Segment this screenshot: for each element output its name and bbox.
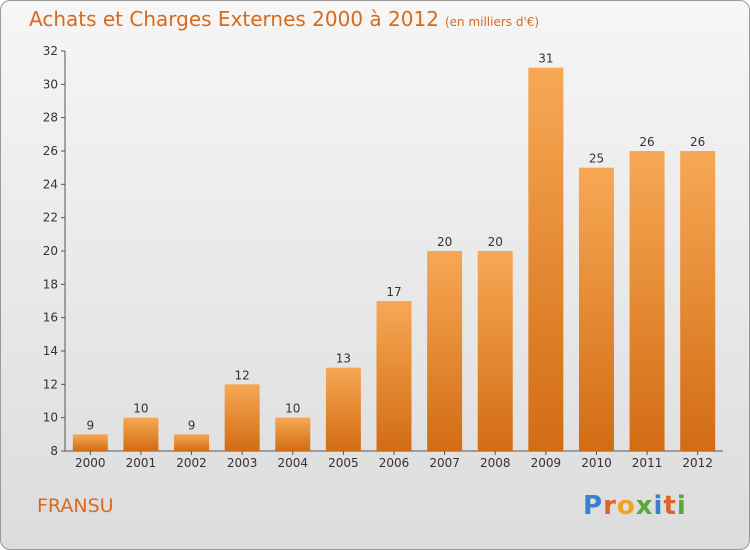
logo-letter: t <box>663 491 677 521</box>
bar <box>72 434 108 451</box>
chart-axes: 8 10 12 14 16 18 20 22 24 26 28 30 32 2000 2001 2002 200… <box>43 44 723 470</box>
x-tick-label: 2006 <box>379 456 410 470</box>
logo-letter: i <box>676 491 687 521</box>
logo-letter: r <box>603 491 617 521</box>
y-tick-label: 20 <box>43 244 58 258</box>
y-tick-label: 24 <box>43 177 58 191</box>
x-tick-label: 2010 <box>581 456 612 470</box>
y-tick-label: 32 <box>43 44 58 58</box>
x-tick-label: 2004 <box>277 456 308 470</box>
bar-value-label: 9 <box>86 418 94 432</box>
bar-value-label: 10 <box>285 402 300 416</box>
bar <box>224 384 260 451</box>
bar-value-label: 9 <box>188 418 196 432</box>
x-tick-label: 2000 <box>75 456 106 470</box>
bar-value-label: 26 <box>639 135 654 149</box>
y-tick-label: 22 <box>43 211 58 225</box>
x-tick-label: 2002 <box>176 456 207 470</box>
chart-subtitle: (en milliers d'€) <box>444 15 540 29</box>
logo-letter: x <box>635 491 654 521</box>
bar-value-label: 25 <box>589 152 604 166</box>
bar <box>275 417 311 451</box>
bar <box>680 151 716 451</box>
bar <box>325 367 361 451</box>
bar <box>376 301 412 451</box>
y-tick-label: 28 <box>43 111 58 125</box>
bar <box>123 417 159 451</box>
y-tick-label: 26 <box>43 144 58 158</box>
x-tick-label: 2012 <box>682 456 713 470</box>
y-tick-label: 18 <box>43 277 58 291</box>
bar-value-label: 20 <box>488 235 503 249</box>
chart-title: Achats et Charges Externes 2000 à 2012 (e… <box>29 7 539 31</box>
proxiti-logo: Proxiti <box>583 491 687 521</box>
bar-value-label: 26 <box>690 135 705 149</box>
bar-value-label: 10 <box>133 402 148 416</box>
y-tick-label: 12 <box>43 377 58 391</box>
bar <box>528 67 564 452</box>
y-tick-label: 30 <box>43 77 58 91</box>
logo-letter: o <box>616 491 636 521</box>
y-tick-label: 8 <box>50 444 58 458</box>
bar-value-label: 17 <box>386 285 401 299</box>
logo-letter: P <box>583 491 604 521</box>
bar <box>427 251 463 451</box>
x-tick-label: 2001 <box>126 456 157 470</box>
y-tick-label: 16 <box>43 311 58 325</box>
bar <box>477 251 513 451</box>
x-tick-label: 2007 <box>429 456 460 470</box>
bar <box>578 167 614 451</box>
bar-value-label: 31 <box>538 52 553 66</box>
chart-title-text: Achats et Charges Externes 2000 à 2012 <box>29 7 439 31</box>
logo-letter: i <box>653 491 664 521</box>
bar <box>174 434 210 451</box>
chart-bars: 9 10 9 12 10 13 17 20 20 31 25 26 26 <box>72 52 716 452</box>
x-tick-label: 2009 <box>531 456 562 470</box>
y-tick-label: 10 <box>43 411 58 425</box>
y-tick-label: 14 <box>43 344 58 358</box>
x-tick-label: 2005 <box>328 456 359 470</box>
commune-name: FRANSU <box>37 495 114 517</box>
x-tick-label: 2003 <box>227 456 258 470</box>
bar-value-label: 13 <box>336 352 351 366</box>
bar-value-label: 20 <box>437 235 452 249</box>
x-tick-label: 2011 <box>632 456 663 470</box>
x-tick-label: 2008 <box>480 456 511 470</box>
bar-value-label: 12 <box>235 368 250 382</box>
bar <box>629 151 665 451</box>
